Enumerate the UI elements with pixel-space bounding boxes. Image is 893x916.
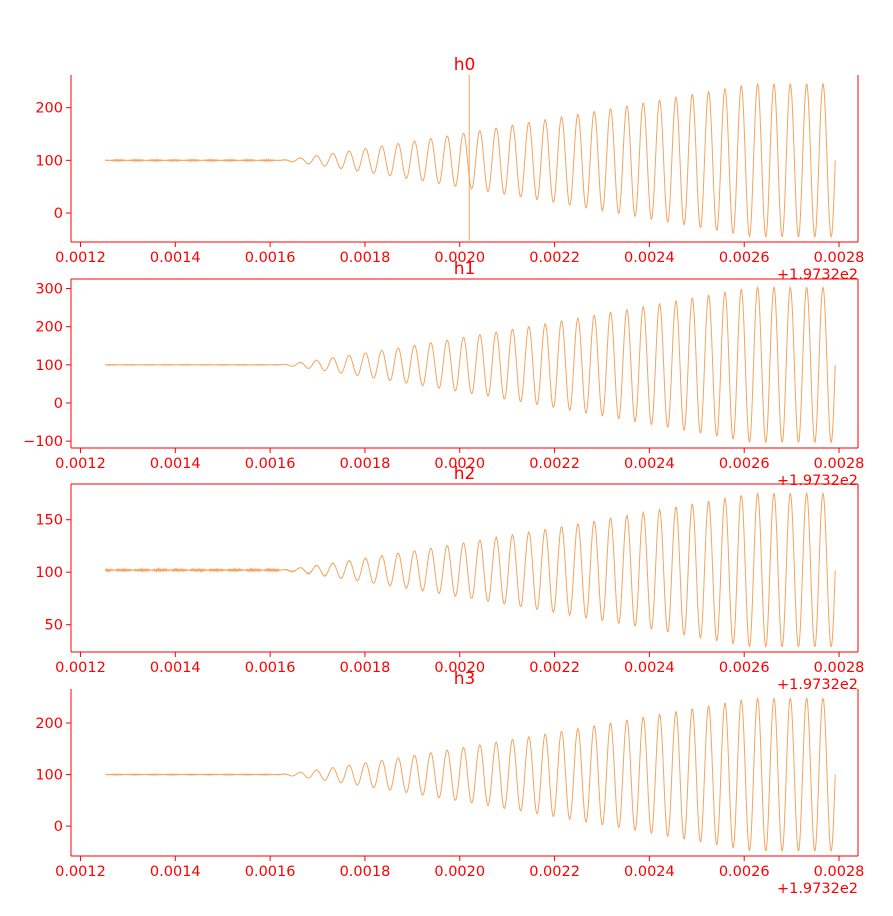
signal-trace — [105, 285, 836, 444]
x-tick-label: 0.0026 — [719, 250, 770, 266]
y-tick-label: 200 — [35, 320, 63, 336]
x-offset-label: +1.9732e2 — [777, 881, 858, 897]
x-tick-label: 0.0022 — [529, 660, 580, 676]
signal-trace — [105, 696, 836, 853]
x-tick-label: 0.0024 — [624, 456, 675, 472]
y-tick-label: 50 — [45, 618, 63, 634]
x-offset-label: +1.9732e2 — [777, 473, 858, 489]
x-tick-label: 0.0020 — [434, 250, 485, 266]
x-tick-label: 0.0018 — [340, 660, 391, 676]
x-tick-label: 0.0012 — [55, 250, 106, 266]
y-tick-label: 100 — [35, 768, 63, 784]
x-offset-label: +1.9732e2 — [777, 677, 858, 693]
subplot-title: h0 — [454, 55, 476, 75]
y-tick-label: 100 — [35, 358, 63, 374]
signal-trace — [104, 82, 836, 239]
subplot-h2: h2 0.0012 0.0014 0.0016 0.0018 0.0020 0.0022 0.… — [35, 464, 864, 693]
y-tick-label: 200 — [35, 716, 63, 732]
x-tick-label: 0.0016 — [245, 250, 296, 266]
x-tick-label: 0.0028 — [814, 660, 865, 676]
y-tick-label: 0 — [54, 819, 63, 835]
x-tick-label: 0.0026 — [719, 456, 770, 472]
subplot-h0: h0 0.0012 0.0014 0.0016 0.0018 0.0020 0.0022 0.… — [35, 55, 864, 283]
x-tick-label: 0.0020 — [434, 864, 485, 880]
x-tick-label: 0.0016 — [245, 660, 296, 676]
x-offset-label: +1.9732e2 — [777, 267, 858, 283]
x-tick-label: 0.0024 — [624, 660, 675, 676]
x-tick-label: 0.0026 — [719, 660, 770, 676]
x-tick-label: 0.0020 — [434, 660, 485, 676]
x-tick-label: 0.0014 — [150, 456, 201, 472]
y-tick-label: −100 — [23, 434, 63, 450]
x-tick-label: 0.0014 — [150, 250, 201, 266]
signal-trace — [104, 491, 836, 648]
x-tick-label: 0.0026 — [719, 864, 770, 880]
x-tick-label: 0.0022 — [529, 864, 580, 880]
x-tick-label: 0.0018 — [340, 864, 391, 880]
x-tick-label: 0.0018 — [340, 250, 391, 266]
x-tick-label: 0.0022 — [529, 250, 580, 266]
y-tick-label: 100 — [35, 565, 63, 581]
x-tick-label: 0.0012 — [55, 660, 106, 676]
x-tick-label: 0.0012 — [55, 456, 106, 472]
x-tick-label: 0.0014 — [150, 864, 201, 880]
x-tick-label: 0.0016 — [245, 456, 296, 472]
subplot-h3: h3 0.0012 0.0014 0.0016 0.0018 0.0020 0.0022 0.… — [35, 669, 864, 897]
x-tick-label: 0.0016 — [245, 864, 296, 880]
y-tick-label: 150 — [35, 513, 63, 529]
x-tick-label: 0.0014 — [150, 660, 201, 676]
y-tick-label: 0 — [54, 206, 63, 222]
x-tick-label: 0.0018 — [340, 456, 391, 472]
x-tick-label: 0.0012 — [55, 864, 106, 880]
x-tick-label: 0.0028 — [814, 250, 865, 266]
subplot-title: h2 — [454, 464, 476, 484]
subplot-h1: h1 0.0012 0.0014 0.0016 0.0018 0.0020 0.0022 0.… — [23, 259, 864, 489]
subplot-title: h1 — [454, 259, 476, 279]
y-tick-label: 100 — [35, 153, 63, 169]
y-tick-label: 200 — [35, 101, 63, 117]
x-tick-label: 0.0022 — [529, 456, 580, 472]
y-tick-label: 300 — [35, 282, 63, 298]
y-tick-label: 0 — [54, 396, 63, 412]
x-tick-label: 0.0024 — [624, 864, 675, 880]
x-tick-label: 0.0028 — [814, 864, 865, 880]
x-tick-label: 0.0028 — [814, 456, 865, 472]
x-tick-label: 0.0024 — [624, 250, 675, 266]
x-tick-label: 0.0020 — [434, 456, 485, 472]
subplot-title: h3 — [454, 669, 476, 689]
